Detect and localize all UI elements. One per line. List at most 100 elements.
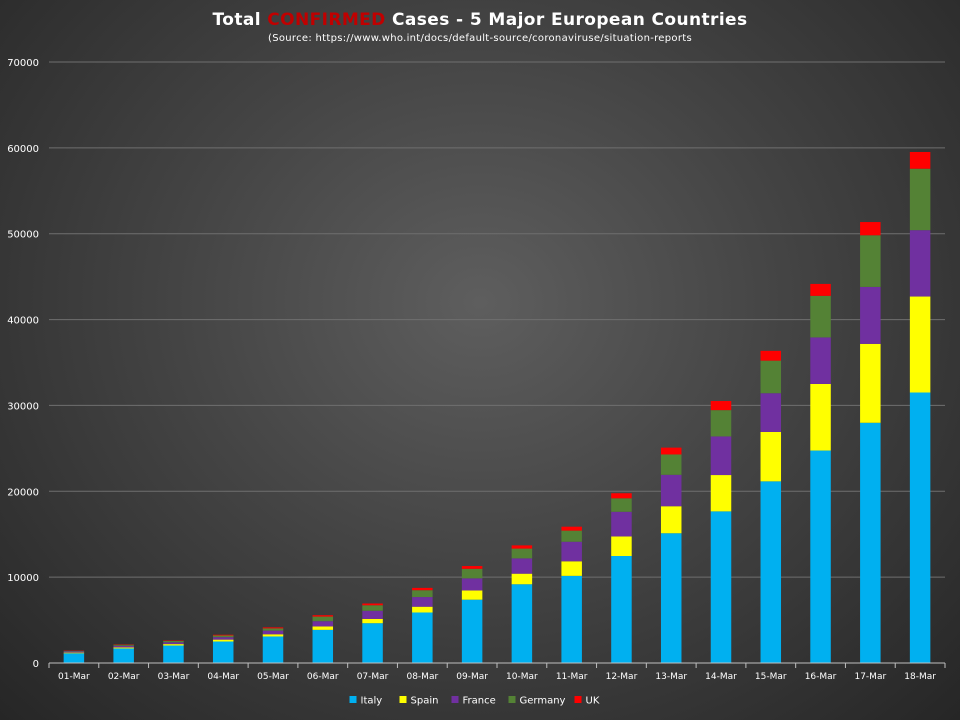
bar-uk-07-mar xyxy=(362,603,383,606)
legend-label-uk: UK xyxy=(586,696,600,707)
legend-swatch-italy xyxy=(349,696,357,703)
legend-swatch-spain xyxy=(399,696,407,703)
title-part-3: Cases - 5 Major European Countries xyxy=(385,10,748,30)
bar-uk-12-mar xyxy=(611,493,632,499)
bar-italy-01-mar xyxy=(63,653,85,663)
y-tick-label: 60000 xyxy=(7,144,39,155)
bar-spain-07-mar xyxy=(362,618,383,624)
bar-germany-09-mar xyxy=(461,568,483,579)
chart-title: Total CONFIRMED Cases - 5 Major European… xyxy=(0,10,960,30)
bar-spain-09-mar xyxy=(461,590,483,600)
bar-germany-12-mar xyxy=(611,498,632,512)
bar-uk-09-mar xyxy=(461,566,483,569)
x-tick-label: 10-Mar xyxy=(506,672,538,682)
bar-germany-18-mar xyxy=(909,168,931,231)
y-tick-label: 0 xyxy=(33,659,39,670)
bar-germany-14-mar xyxy=(710,410,732,437)
bar-spain-03-mar xyxy=(163,644,184,646)
bar-spain-17-mar xyxy=(860,343,881,423)
x-tick-label: 09-Mar xyxy=(456,672,488,682)
legend-label-germany: Germany xyxy=(520,696,566,707)
bar-spain-15-mar xyxy=(760,431,782,482)
legend-swatch-france xyxy=(451,696,459,703)
bar-germany-05-mar xyxy=(262,628,284,631)
bar-france-06-mar xyxy=(312,621,334,627)
bar-uk-13-mar xyxy=(660,447,682,455)
bar-spain-11-mar xyxy=(561,561,582,576)
bar-uk-16-mar xyxy=(810,283,831,296)
bar-france-03-mar xyxy=(163,642,184,645)
bar-germany-08-mar xyxy=(412,590,433,598)
bar-france-01-mar xyxy=(63,651,85,653)
bar-spain-01-mar xyxy=(63,652,85,654)
bar-layer xyxy=(63,151,931,663)
bar-germany-04-mar xyxy=(212,635,234,638)
bar-italy-03-mar xyxy=(163,645,184,663)
bar-italy-13-mar xyxy=(660,533,682,663)
bar-uk-15-mar xyxy=(760,350,782,361)
bar-italy-12-mar xyxy=(611,556,632,663)
bar-germany-13-mar xyxy=(660,454,682,475)
bar-italy-04-mar xyxy=(212,641,234,663)
bar-italy-08-mar xyxy=(412,612,433,663)
bar-france-08-mar xyxy=(412,597,433,607)
bar-spain-14-mar xyxy=(710,475,732,512)
bar-spain-06-mar xyxy=(312,626,334,630)
legend: Italy Spain France Germany UK xyxy=(349,696,600,707)
bar-italy-10-mar xyxy=(511,584,533,663)
x-tick-label: 04-Mar xyxy=(207,672,239,682)
bar-france-14-mar xyxy=(710,436,732,476)
bar-germany-10-mar xyxy=(511,548,533,559)
bar-germany-01-mar xyxy=(63,650,85,652)
x-tick-label: 06-Mar xyxy=(307,672,339,682)
bar-germany-07-mar xyxy=(362,605,383,611)
bar-italy-07-mar xyxy=(362,623,383,663)
x-tick-label: 18-Mar xyxy=(904,672,936,682)
bar-spain-10-mar xyxy=(511,573,533,585)
x-tick-label: 01-Mar xyxy=(58,672,90,682)
bar-france-07-mar xyxy=(362,610,383,619)
bar-france-10-mar xyxy=(511,558,533,574)
bar-france-17-mar xyxy=(860,286,881,344)
bar-france-11-mar xyxy=(561,541,582,562)
x-tick-label: 11-Mar xyxy=(556,672,588,682)
bar-spain-05-mar xyxy=(262,634,284,637)
bar-spain-13-mar xyxy=(660,506,682,534)
bar-uk-05-mar xyxy=(262,627,284,629)
y-tick-label: 10000 xyxy=(7,573,39,584)
x-tick-label: 14-Mar xyxy=(705,672,737,682)
bar-uk-18-mar xyxy=(909,151,931,169)
y-tick-label: 50000 xyxy=(7,230,39,241)
bar-spain-18-mar xyxy=(909,296,931,393)
bar-france-12-mar xyxy=(611,511,632,537)
bar-italy-06-mar xyxy=(312,629,334,663)
legend-label-spain: Spain xyxy=(411,696,439,707)
legend-label-italy: Italy xyxy=(361,696,383,707)
bar-uk-14-mar xyxy=(710,401,732,411)
bar-uk-17-mar xyxy=(860,222,881,236)
x-tick-label: 07-Mar xyxy=(357,672,389,682)
bar-france-05-mar xyxy=(262,630,284,635)
bar-uk-06-mar xyxy=(312,615,334,617)
bar-germany-16-mar xyxy=(810,295,831,338)
bar-spain-16-mar xyxy=(810,383,831,451)
bar-italy-02-mar xyxy=(113,648,134,663)
bar-italy-16-mar xyxy=(810,450,831,663)
bar-italy-09-mar xyxy=(461,599,483,663)
bar-germany-02-mar xyxy=(113,644,134,646)
axis-layer: 0 10000 20000 30000 40000 50000 60000 70000 01-M… xyxy=(7,58,946,682)
bar-uk-08-mar xyxy=(412,587,433,591)
grid-layer xyxy=(49,61,945,578)
legend-swatch-uk xyxy=(574,696,582,703)
bar-france-04-mar xyxy=(212,637,234,640)
bar-spain-08-mar xyxy=(412,606,433,613)
bar-spain-04-mar xyxy=(212,639,234,642)
bar-italy-05-mar xyxy=(262,636,284,663)
bar-germany-15-mar xyxy=(760,360,782,394)
bar-italy-14-mar xyxy=(710,511,732,663)
legend-label-france: France xyxy=(463,696,496,707)
y-tick-label: 20000 xyxy=(7,487,39,498)
y-tick-label: 40000 xyxy=(7,316,39,327)
bar-germany-06-mar xyxy=(312,616,334,622)
bar-italy-11-mar xyxy=(561,575,582,663)
